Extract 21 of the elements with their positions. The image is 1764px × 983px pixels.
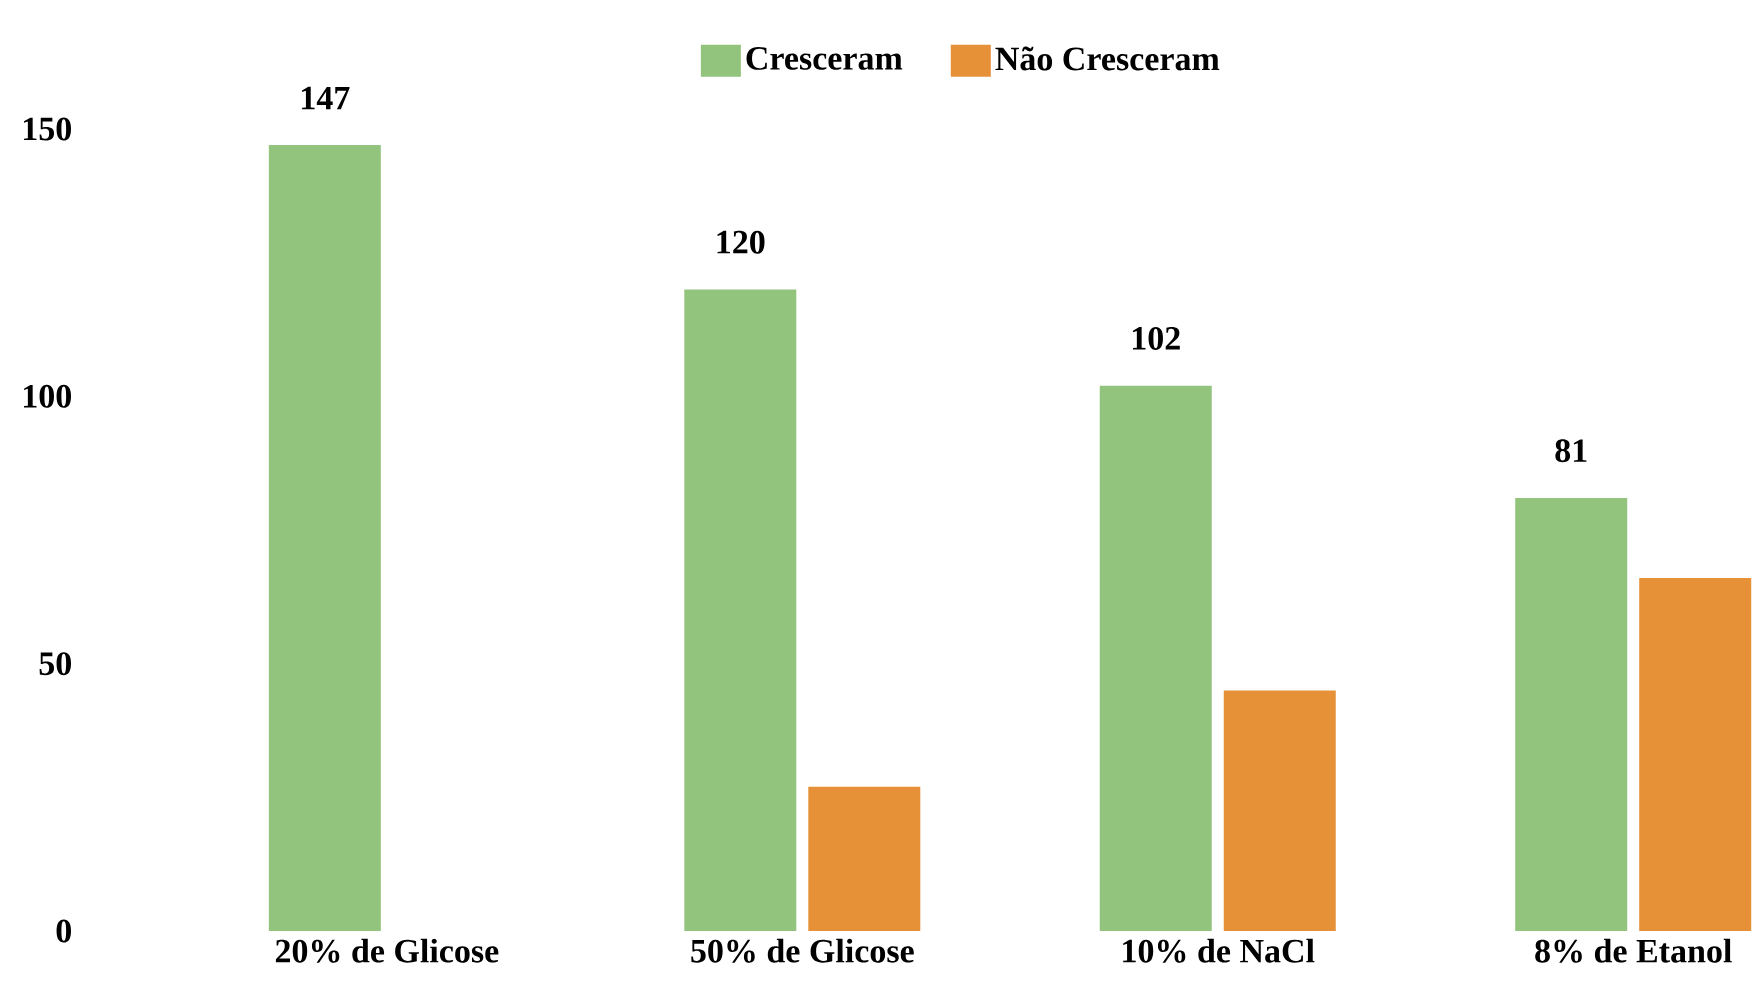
x-tick-label: 10% de NaCl (1123, 938, 1315, 963)
data-label: 120 (717, 230, 765, 254)
bar (1515, 497, 1628, 931)
x-tick-label: 20% de Glicose (275, 938, 499, 963)
x-tick-label: 50% de Glicose (691, 938, 914, 963)
bar (1639, 578, 1752, 931)
bar (1099, 385, 1212, 931)
bar (684, 289, 797, 931)
bar (1223, 690, 1336, 931)
y-tick-label: 100 (24, 384, 71, 408)
bar (808, 786, 921, 931)
y-tick-label: 150 (24, 117, 71, 141)
legend-label: Não Cresceram (995, 46, 1220, 71)
y-tick-label: 0 (56, 919, 71, 943)
legend-label: Cresceram (746, 46, 903, 70)
x-tick-label: 8% de Etanol (1535, 938, 1732, 963)
data-label: 147 (302, 86, 350, 110)
data-label: 81 (1555, 439, 1587, 463)
data-label: 102 (1132, 326, 1180, 350)
bar (268, 145, 381, 931)
y-tick-label: 50 (39, 652, 71, 676)
